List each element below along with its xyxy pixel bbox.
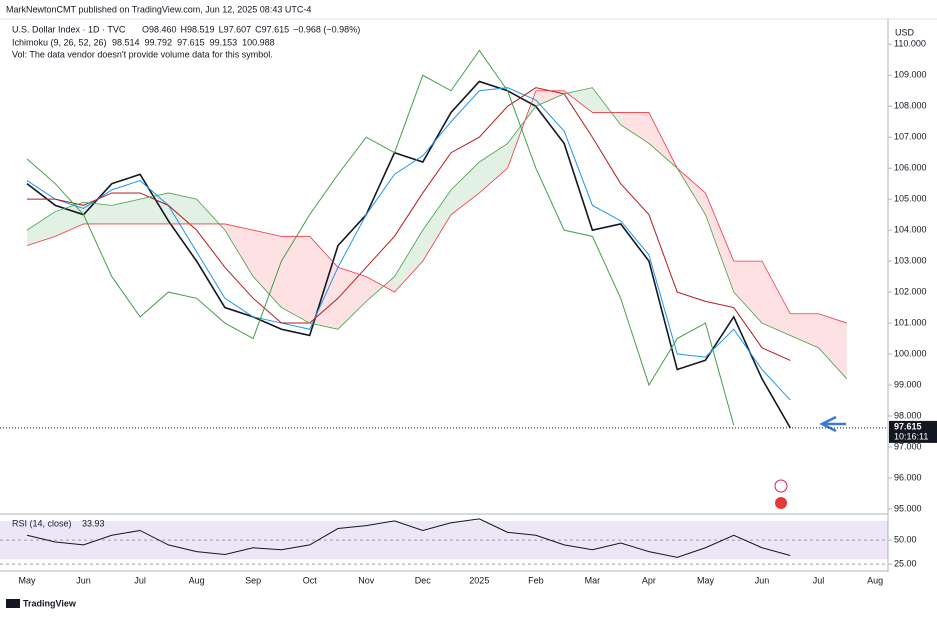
y-tick-label: 25.00: [894, 558, 917, 568]
y-tick-label: 103.000: [894, 255, 927, 265]
y-tick-label: 100.000: [894, 348, 927, 358]
cloud: [818, 313, 847, 379]
indicator-value: 97.615: [177, 37, 205, 47]
countdown: 10:16:11: [894, 431, 928, 441]
y-tick-label: 98.000: [894, 410, 922, 420]
rsi-title: RSI (14, close): [12, 518, 72, 528]
cloud: [111, 199, 141, 224]
cloud: [535, 90, 565, 107]
cloud: [762, 261, 791, 336]
cloud: [705, 192, 734, 293]
y-tick-label: 109.000: [894, 70, 927, 80]
cloud: [620, 112, 649, 144]
ohlc-value: C97.615: [255, 24, 289, 34]
cloud: [394, 230, 423, 293]
x-tick-label: Jun: [755, 575, 770, 585]
y-tick-label: 102.000: [894, 286, 927, 296]
indicator-value: 98.514: [112, 37, 140, 47]
x-tick-label: Oct: [303, 575, 318, 585]
y-tick-label: 97.000: [894, 441, 922, 451]
cloud: [224, 223, 254, 277]
series-line: [26, 49, 735, 426]
symbol-title: U.S. Dollar Index · 1D · TVC: [12, 24, 126, 34]
series-line: [26, 80, 791, 429]
indicator-name: Ichimoku (9, 26, 52, 26): [12, 37, 107, 47]
y-tick-label: 50.00: [894, 534, 917, 544]
cloud: [253, 230, 282, 308]
event-icon: [774, 479, 788, 493]
volume-note: Vol: The data vendor doesn't provide vol…: [12, 49, 273, 59]
series-line: [26, 90, 847, 324]
x-tick-label: Jul: [134, 575, 146, 585]
annotation-arrow: [819, 415, 846, 433]
rsi-last: 33.93: [82, 518, 105, 528]
cloud: [309, 236, 338, 330]
x-tick-label: 2025: [469, 575, 489, 585]
ohlc-value: L97.607: [219, 24, 252, 34]
last-price-box: [889, 420, 937, 443]
indicator-value: 99.792: [145, 37, 173, 47]
cloud: [55, 202, 84, 237]
x-tick-label: Jun: [76, 575, 91, 585]
x-tick-label: Sep: [245, 575, 261, 585]
cloud: [27, 211, 56, 246]
ohlc-value: O98.460: [142, 24, 177, 34]
ohlc-value: H98.519: [181, 24, 215, 34]
series-line: [26, 518, 791, 558]
x-tick-label: Jul: [813, 575, 825, 585]
y-tick-label: 101.000: [894, 317, 927, 327]
cloud: [733, 261, 763, 324]
x-tick-label: May: [18, 575, 36, 585]
x-tick-label: Aug: [867, 575, 883, 585]
cloud: [337, 267, 367, 330]
publisher: MarkNewtonCMT published on TradingView.c…: [6, 4, 311, 14]
indicator-value: 100.988: [242, 37, 275, 47]
y-tick-label: 105.000: [894, 194, 927, 204]
y-tick-label: 106.000: [894, 163, 927, 173]
x-tick-label: Apr: [642, 575, 656, 585]
cloud: [451, 161, 480, 215]
x-tick-label: Aug: [189, 575, 205, 585]
cloud: [790, 313, 819, 348]
brand: TradingView: [23, 598, 77, 608]
series-line: [27, 87, 791, 361]
x-tick-label: Nov: [358, 575, 375, 585]
currency: USD: [895, 27, 915, 37]
series-line: [26, 87, 791, 401]
cloud: [140, 192, 169, 224]
x-tick-label: Dec: [415, 575, 432, 585]
flag-icon: [775, 497, 787, 509]
x-tick-label: Mar: [585, 575, 601, 585]
x-tick-label: May: [697, 575, 715, 585]
y-tick-label: 107.000: [894, 132, 927, 142]
logo: [6, 599, 20, 608]
cloud: [422, 189, 452, 262]
y-tick-label: 99.000: [894, 379, 922, 389]
series-line: [26, 87, 848, 380]
ohlc-value: −0.968 (−0.98%): [293, 24, 360, 34]
y-tick-label: 108.000: [894, 101, 927, 111]
cloud: [564, 87, 593, 113]
y-tick-label: 104.000: [894, 225, 927, 235]
cloud: [281, 236, 310, 324]
last-price-label: 97.615: [894, 421, 922, 431]
x-tick-label: Feb: [528, 575, 544, 585]
indicator-value: 99.153: [210, 37, 238, 47]
cloud: [479, 143, 508, 193]
y-tick-label: 96.000: [894, 472, 922, 482]
y-tick-label: 110.000: [894, 39, 926, 49]
y-tick-label: 95.000: [894, 503, 922, 513]
